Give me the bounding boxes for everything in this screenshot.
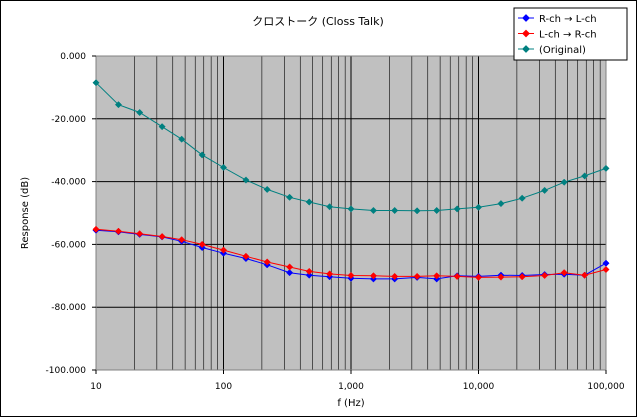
- data-point: [305, 198, 313, 206]
- data-point: [369, 272, 378, 280]
- data-point: [92, 79, 100, 87]
- data-point: [305, 271, 313, 279]
- legend-swatch-marker: [522, 14, 530, 22]
- data-point: [497, 200, 505, 208]
- data-point: [474, 273, 483, 281]
- data-point: [602, 265, 610, 274]
- data-point: [497, 273, 505, 281]
- x-axis-title: f (Hz): [337, 398, 364, 409]
- y-axis-ticks: 0.000 -20.000 -40.000 -60.000 -80.000 -100.00…: [46, 52, 96, 376]
- y-tick-label: -40.000: [51, 178, 86, 188]
- y-axis-title: Response (dB): [20, 177, 31, 249]
- data-point: [242, 252, 250, 260]
- x-tick-label: 10,000: [463, 382, 495, 392]
- chart-title: クロストーク (Closs Talk): [252, 15, 384, 28]
- data-point: [114, 227, 123, 235]
- data-point: [263, 185, 271, 194]
- legend-label: (Original): [539, 45, 586, 56]
- data-point: [114, 101, 123, 109]
- data-point: [219, 163, 228, 172]
- data-point: [136, 230, 144, 238]
- y-tick-label: -80.000: [51, 303, 86, 313]
- data-point: [326, 203, 334, 211]
- data-point: [518, 194, 526, 202]
- data-point: [433, 206, 441, 215]
- data-point: [453, 205, 461, 213]
- legend: R-ch → L-ch L-ch → R-ch (Original): [513, 7, 628, 61]
- data-point: [474, 203, 483, 211]
- x-tick-label: 1,000: [338, 382, 364, 392]
- series-2: [92, 79, 610, 215]
- data-point: [541, 186, 549, 194]
- data-point: [347, 205, 355, 213]
- data-point: [347, 271, 355, 280]
- data-point: [581, 172, 589, 180]
- legend-label: L-ch → R-ch: [539, 30, 597, 41]
- data-point: [158, 232, 166, 241]
- data-point: [518, 273, 526, 281]
- data-point: [198, 240, 206, 248]
- x-tick-label: 10: [90, 382, 102, 392]
- legend-swatch-marker: [522, 45, 530, 53]
- y-tick-label: -60.000: [51, 240, 86, 250]
- y-tick-label: -100.000: [46, 366, 87, 376]
- data-point: [92, 225, 100, 233]
- data-point: [242, 176, 250, 184]
- x-tick-label: 100: [215, 382, 232, 392]
- data-point: [136, 108, 144, 117]
- data-point: [305, 267, 313, 275]
- x-tick-label: 100,000: [587, 382, 624, 392]
- data-point: [198, 151, 206, 159]
- data-point: [263, 258, 271, 266]
- data-point: [178, 135, 186, 143]
- data-point: [433, 272, 441, 280]
- data-point: [326, 270, 334, 278]
- data-point: [391, 272, 399, 280]
- data-point: [158, 123, 166, 131]
- series-1: [92, 225, 610, 281]
- data-point: [560, 269, 568, 277]
- data-point: [219, 246, 228, 254]
- data-point: [581, 271, 589, 279]
- legend-label: R-ch → L-ch: [539, 14, 597, 25]
- data-point: [453, 272, 461, 280]
- series-layer: [92, 79, 610, 283]
- y-tick-label: -20.000: [51, 115, 86, 125]
- data-point: [286, 269, 294, 277]
- data-point: [413, 207, 421, 215]
- y-tick-label: 0.000: [60, 52, 86, 62]
- data-point: [602, 164, 610, 172]
- data-point: [286, 193, 294, 201]
- x-axis-ticks: 10 100 1,000 10,000 100,000: [90, 370, 625, 392]
- data-point: [178, 236, 186, 244]
- data-point: [391, 206, 399, 215]
- data-point: [541, 271, 549, 280]
- legend-swatch-marker: [522, 29, 530, 38]
- data-point: [413, 272, 421, 280]
- data-point: [286, 263, 294, 271]
- data-point: [560, 178, 568, 186]
- data-point: [369, 206, 378, 215]
